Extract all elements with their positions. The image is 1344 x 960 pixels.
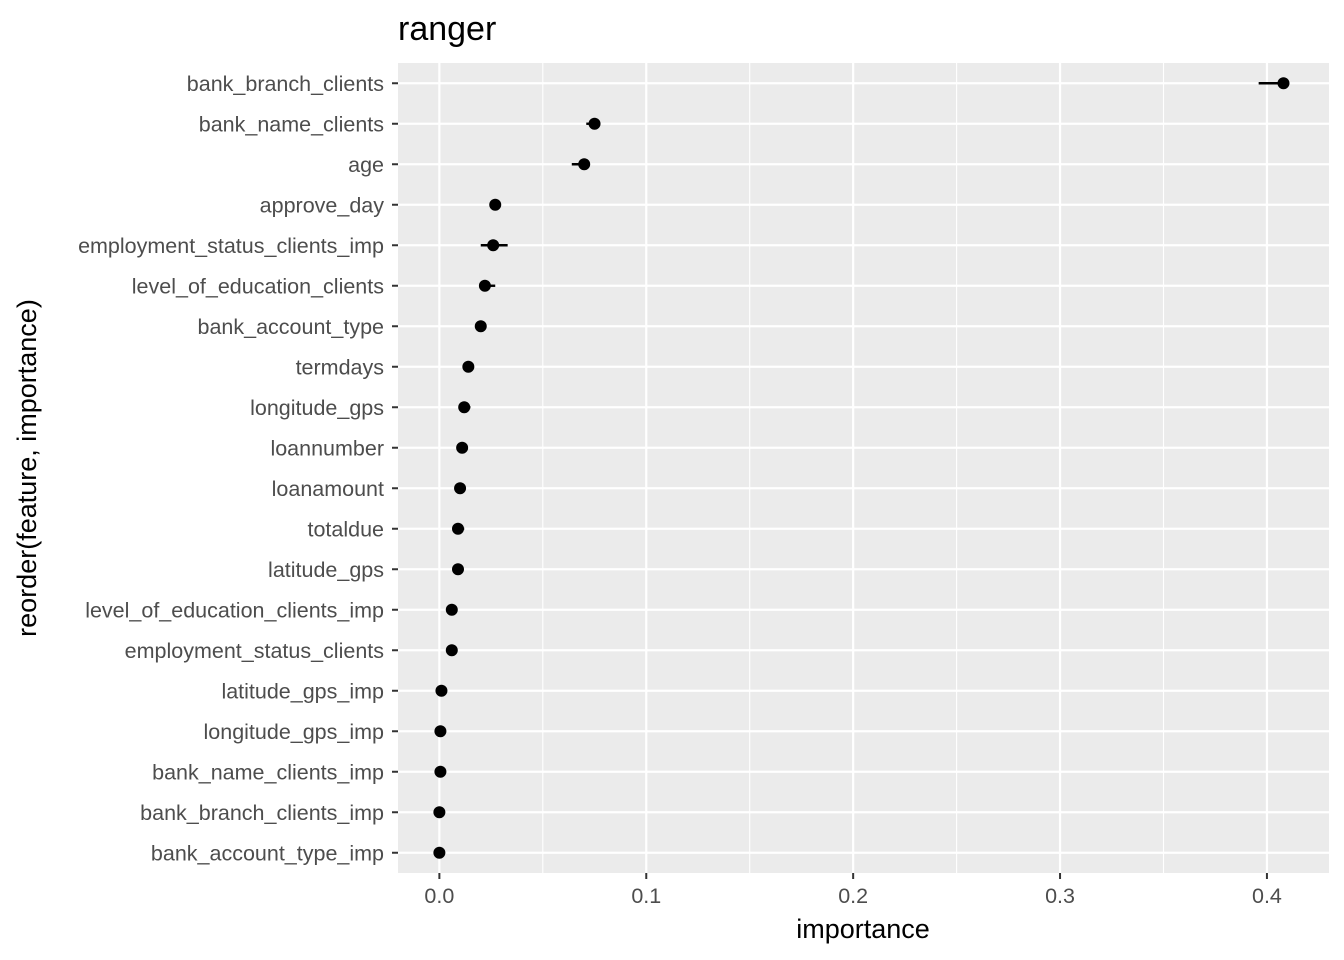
major-gridlines <box>398 63 1329 873</box>
importance-point <box>474 320 487 333</box>
x-tick-label: 0.4 <box>1252 884 1282 908</box>
y-tick-label: longitude_gps <box>250 396 384 420</box>
importance-point <box>478 279 491 292</box>
y-tick-label: bank_name_clients_imp <box>152 760 384 784</box>
importance-point <box>451 522 464 535</box>
x-axis: 0.0 0.1 0.2 0.3 0.4 <box>424 873 1282 908</box>
x-tick-label: 0.1 <box>631 884 661 908</box>
importance-point <box>578 158 591 171</box>
y-tick-label: level_of_education_clients <box>132 274 384 298</box>
y-tick-label: totaldue <box>307 517 384 541</box>
y-tick-label: termdays <box>296 355 384 379</box>
importance-point <box>435 684 448 697</box>
y-tick-label: level_of_education_clients_imp <box>85 598 384 622</box>
data-marks <box>433 77 1290 859</box>
y-tick-label: longitude_gps_imp <box>204 720 385 744</box>
importance-point <box>489 198 502 211</box>
x-tick-label: 0.2 <box>838 884 868 908</box>
y-tick-label: employment_status_clients_imp <box>78 234 384 258</box>
y-tick-label: approve_day <box>260 193 385 217</box>
x-axis-title: importance <box>796 914 930 944</box>
y-tick-label: bank_branch_clients_imp <box>140 801 384 825</box>
importance-point <box>433 846 446 859</box>
importance-point <box>434 725 447 738</box>
y-tick-label: bank_branch_clients <box>187 72 384 96</box>
importance-point <box>454 482 467 495</box>
y-tick-label: loannumber <box>270 436 384 460</box>
importance-point <box>433 806 446 819</box>
importance-point <box>462 360 475 373</box>
importance-point <box>445 644 458 657</box>
y-axis-title: reorder(feature, importance) <box>12 299 42 637</box>
y-tick-label: bank_account_type <box>198 315 384 339</box>
y-tick-label: bank_account_type_imp <box>151 841 384 865</box>
chart-title: ranger <box>398 10 496 48</box>
importance-point <box>456 441 469 454</box>
importance-point <box>434 765 447 778</box>
y-tick-label: employment_status_clients <box>125 639 384 663</box>
x-tick-label: 0.3 <box>1045 884 1075 908</box>
importance-point <box>1277 77 1290 90</box>
minor-gridlines <box>542 63 1165 873</box>
importance-point <box>451 563 464 576</box>
y-tick-label: age <box>348 153 384 177</box>
y-tick-label: latitude_gps <box>268 558 384 582</box>
y-tick-label: bank_name_clients <box>199 112 384 136</box>
x-tick-label: 0.0 <box>424 884 454 908</box>
y-tick-label: loanamount <box>272 477 384 501</box>
importance-point <box>445 603 458 616</box>
plot-panel <box>398 63 1329 873</box>
importance-point <box>458 401 471 414</box>
importance-point <box>487 239 500 252</box>
importance-point <box>588 117 601 130</box>
y-tick-label: latitude_gps_imp <box>221 679 384 703</box>
